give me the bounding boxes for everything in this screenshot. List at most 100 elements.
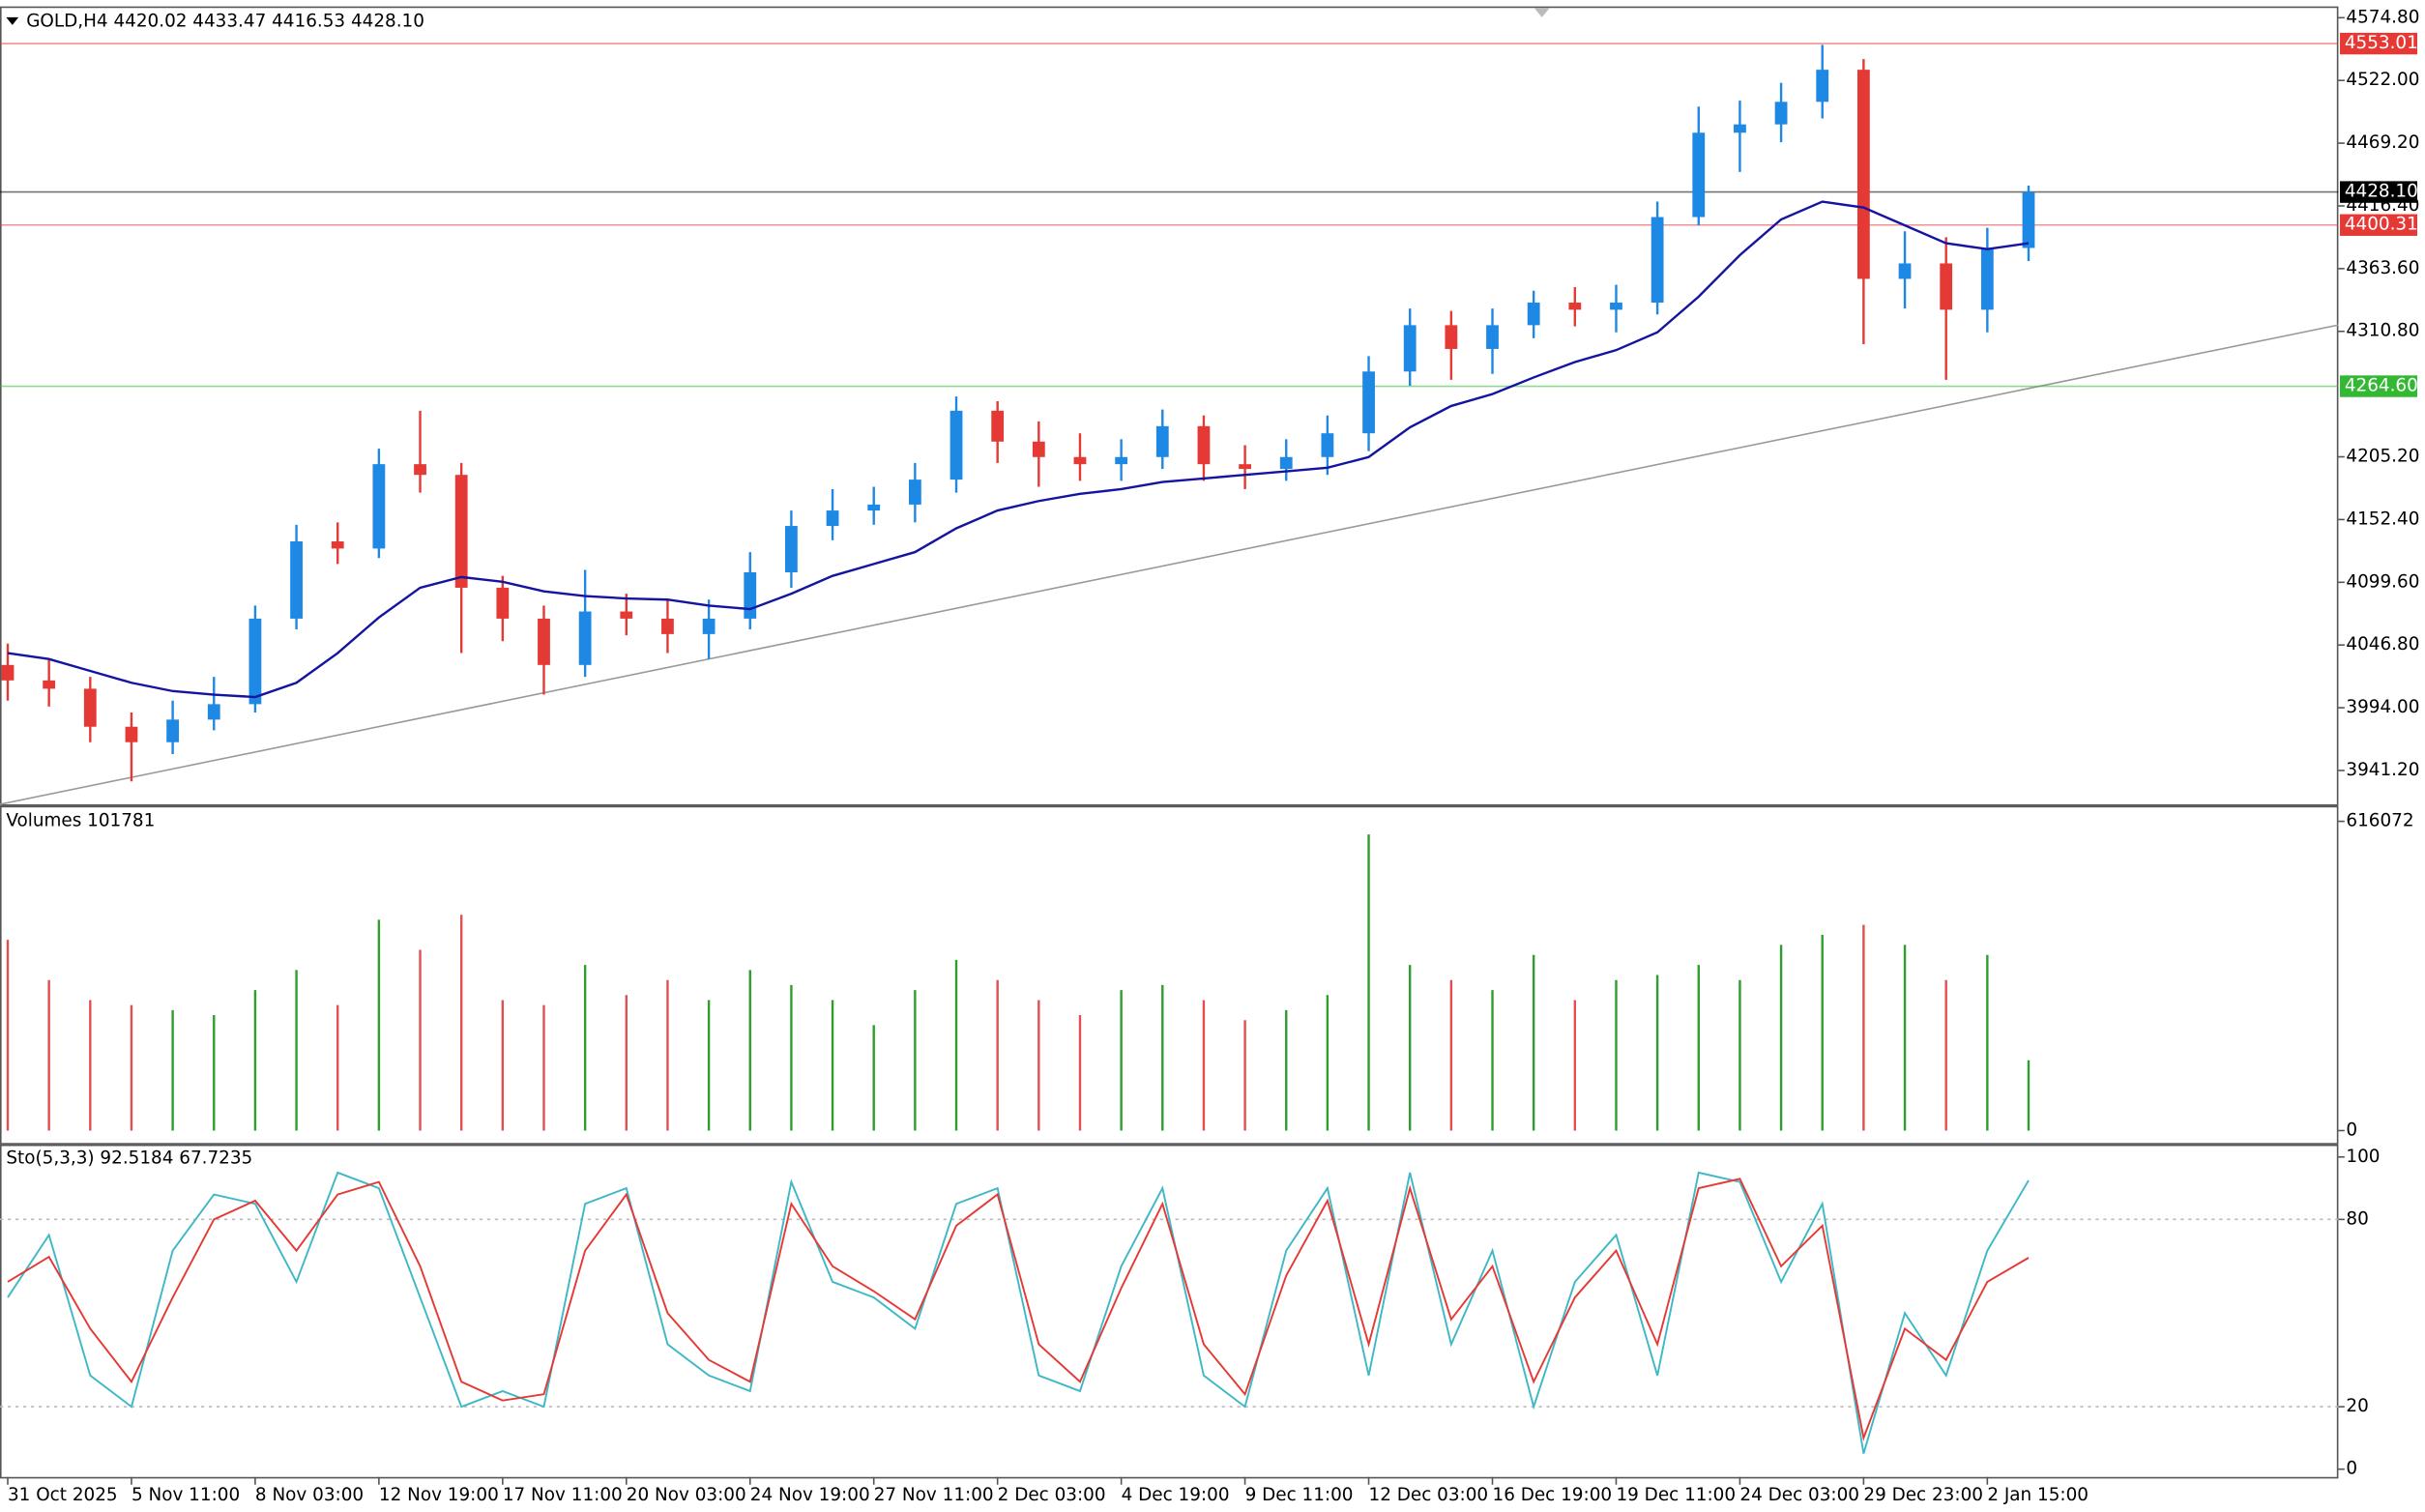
candle-body — [372, 464, 386, 549]
x-tick-label: 31 Oct 2025 — [8, 1485, 118, 1505]
price-panel-frame — [0, 6, 2339, 806]
moving-average — [7, 200, 2030, 699]
candle-body — [1032, 441, 1045, 457]
y-tick-label: 616072 — [2346, 811, 2413, 831]
candle-body — [826, 510, 839, 527]
candle-body — [1403, 325, 1417, 372]
y-tick-label: 4099.60 — [2346, 571, 2419, 592]
candle-body — [2022, 191, 2035, 248]
candle-body — [867, 504, 881, 511]
x-tick-label: 24 Dec 03:00 — [1739, 1485, 1859, 1505]
candle-body — [1279, 456, 1293, 470]
candle-body — [166, 719, 180, 742]
x-tick-label: 8 Nov 03:00 — [255, 1485, 364, 1505]
candle-body — [991, 410, 1005, 442]
shift-marker — [1534, 8, 1550, 17]
volume-header: Volumes 101781 — [6, 811, 155, 831]
level-label: 4264.60 — [2345, 376, 2418, 396]
candle-body — [290, 541, 303, 619]
candle-body — [454, 475, 468, 588]
x-tick-label: 9 Dec 11:00 — [1245, 1485, 1354, 1505]
candle-body — [1980, 247, 1994, 310]
candle-body — [1527, 303, 1540, 326]
stochastic-line — [7, 1178, 2030, 1441]
candle-body — [578, 611, 592, 665]
candle-body — [1692, 132, 1706, 218]
candle-body — [207, 704, 220, 720]
x-tick-label: 27 Nov 11:00 — [874, 1485, 994, 1505]
x-tick-label: 2 Dec 03:00 — [998, 1485, 1106, 1505]
x-tick-label: 24 Nov 19:00 — [750, 1485, 870, 1505]
x-tick-label: 19 Dec 11:00 — [1616, 1485, 1736, 1505]
candle-body — [1321, 433, 1334, 457]
candle-body — [950, 410, 963, 480]
symbol-header: GOLD,H4 4420.02 4433.47 4416.53 4428.10 — [26, 12, 424, 32]
x-tick-label: 12 Nov 19:00 — [379, 1485, 499, 1505]
level-label-box — [2340, 375, 2418, 397]
candle-body — [1239, 464, 1251, 470]
candle-body — [1362, 371, 1375, 434]
candle-body — [1610, 303, 1622, 310]
y-tick-label: 4574.80 — [2346, 7, 2419, 27]
x-tick-label: 2 Jan 15:00 — [1987, 1485, 2089, 1505]
candle-body — [125, 726, 138, 742]
x-tick-label: 12 Dec 03:00 — [1369, 1485, 1489, 1505]
candle-body — [702, 618, 716, 634]
candle-body — [1898, 263, 1912, 279]
menu-arrow — [6, 16, 19, 25]
stochastic-line — [7, 1171, 2030, 1454]
candle-body — [1856, 70, 1870, 279]
candle-body — [908, 480, 921, 505]
candle-body — [1734, 124, 1746, 133]
candle-body — [785, 526, 798, 572]
candle-body — [1155, 425, 1169, 457]
stochastic-header: Sto(5,3,3) 92.5184 67.7235 — [6, 1148, 252, 1168]
level-label-box — [2340, 214, 2418, 236]
candle-body — [1445, 325, 1458, 349]
x-tick-label: 16 Dec 19:00 — [1493, 1485, 1613, 1505]
y-tick-label: 4046.80 — [2346, 634, 2419, 654]
candle-body — [661, 618, 674, 634]
candle-body — [1940, 263, 1953, 310]
candle-body — [331, 541, 344, 549]
y-tick-label: 100 — [2346, 1147, 2380, 1167]
y-tick-label: 3994.00 — [2346, 697, 2419, 717]
candle-body — [1568, 303, 1582, 310]
x-tick-label: 4 Dec 19:00 — [1122, 1485, 1230, 1505]
y-tick-label: 4522.00 — [2346, 70, 2419, 90]
volume-panel-frame — [0, 805, 2339, 1145]
candle-body — [43, 680, 56, 689]
level-label-box — [2340, 181, 2418, 203]
stochastic-panel-frame — [0, 1144, 2339, 1479]
y-tick-label: 0 — [2346, 1119, 2357, 1140]
y-tick-label: 4363.60 — [2346, 258, 2419, 278]
trend-line — [0, 324, 2339, 805]
candle-body — [1816, 70, 1829, 102]
candle-body — [83, 688, 97, 727]
level-label-box — [2340, 32, 2418, 55]
y-tick-label: 0 — [2346, 1459, 2357, 1479]
candle-body — [414, 464, 426, 476]
x-tick-label: 20 Nov 03:00 — [627, 1485, 746, 1505]
candle-body — [1073, 456, 1087, 465]
y-tick-label: 80 — [2346, 1208, 2368, 1229]
candle-body — [538, 618, 550, 665]
candle-body — [1115, 456, 1128, 465]
x-tick-label: 17 Nov 11:00 — [503, 1485, 623, 1505]
level-label: 4428.10 — [2345, 182, 2418, 202]
y-tick-label: 4152.40 — [2346, 509, 2419, 529]
candle-body — [248, 618, 262, 705]
candle-body — [1, 664, 15, 681]
level-label: 4553.01 — [2345, 33, 2418, 53]
candle-body — [496, 587, 510, 619]
y-tick-label: 3941.20 — [2346, 760, 2419, 780]
level-label: 4400.31 — [2345, 215, 2418, 235]
candle-body — [744, 571, 757, 619]
y-tick-label: 4205.20 — [2346, 447, 2419, 467]
x-tick-label: 5 Nov 11:00 — [131, 1485, 240, 1505]
x-tick-label: 29 Dec 23:00 — [1863, 1485, 1983, 1505]
y-tick-label: 4469.20 — [2346, 132, 2419, 153]
candle-body — [1486, 325, 1499, 349]
